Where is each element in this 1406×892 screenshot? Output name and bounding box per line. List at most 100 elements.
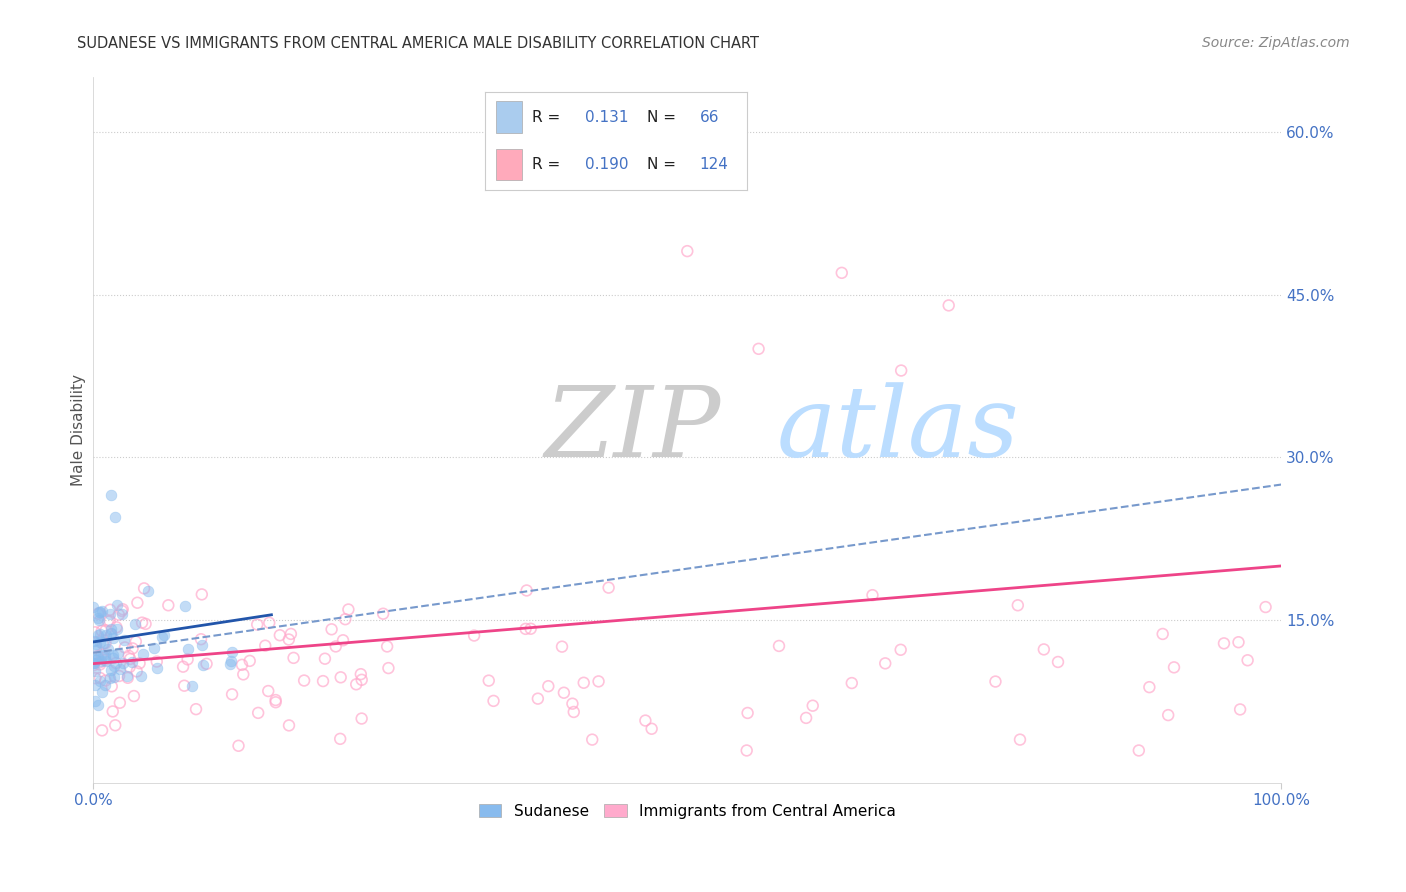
- Point: [100, 488, 122, 502]
- Point: [537, 679, 560, 693]
- Point: [83, 656, 105, 670]
- Point: [1227, 635, 1250, 649]
- Y-axis label: Male Disability: Male Disability: [72, 375, 86, 486]
- Point: [146, 661, 169, 675]
- Point: [100, 627, 122, 641]
- Point: [768, 639, 790, 653]
- Point: [127, 596, 149, 610]
- Point: [1229, 702, 1251, 716]
- Point: [551, 640, 574, 654]
- Point: [84, 671, 107, 685]
- Point: [90, 624, 112, 638]
- Point: [84, 678, 107, 692]
- Point: [104, 718, 127, 732]
- Point: [108, 696, 131, 710]
- Point: [335, 612, 357, 626]
- Legend: Sudanese, Immigrants from Central America: Sudanese, Immigrants from Central Americ…: [472, 797, 903, 825]
- Point: [280, 627, 302, 641]
- Point: [373, 607, 395, 621]
- Point: [89, 655, 111, 669]
- Point: [83, 658, 105, 673]
- Point: [553, 686, 575, 700]
- Point: [90, 654, 112, 668]
- Point: [94, 627, 117, 641]
- Point: [264, 695, 287, 709]
- Point: [221, 687, 243, 701]
- Point: [1152, 627, 1174, 641]
- Point: [1032, 642, 1054, 657]
- Point: [375, 640, 398, 654]
- Point: [111, 657, 134, 671]
- Point: [90, 648, 112, 662]
- Point: [100, 664, 122, 678]
- Point: [103, 510, 125, 524]
- Point: [581, 732, 603, 747]
- Point: [292, 673, 315, 688]
- Point: [277, 632, 299, 647]
- Point: [82, 599, 104, 614]
- Point: [129, 669, 152, 683]
- Point: [735, 743, 758, 757]
- Point: [1213, 636, 1236, 650]
- Point: [325, 640, 347, 654]
- Point: [120, 652, 142, 666]
- Point: [105, 599, 128, 613]
- Point: [132, 582, 155, 596]
- Point: [264, 693, 287, 707]
- Point: [100, 622, 122, 636]
- Point: [89, 635, 111, 649]
- Point: [101, 651, 124, 665]
- Point: [984, 674, 1007, 689]
- Point: [108, 669, 131, 683]
- Point: [94, 653, 117, 667]
- Point: [87, 614, 110, 628]
- Point: [124, 617, 146, 632]
- Point: [84, 643, 107, 657]
- Point: [246, 617, 269, 632]
- Point: [1236, 653, 1258, 667]
- Point: [82, 656, 104, 670]
- Point: [1046, 655, 1069, 669]
- Point: [177, 642, 200, 657]
- Point: [121, 655, 143, 669]
- Point: [89, 671, 111, 685]
- Point: [191, 638, 214, 652]
- Point: [89, 605, 111, 619]
- Point: [561, 697, 583, 711]
- Point: [598, 581, 620, 595]
- Point: [111, 607, 134, 621]
- Point: [482, 694, 505, 708]
- Text: SUDANESE VS IMMIGRANTS FROM CENTRAL AMERICA MALE DISABILITY CORRELATION CHART: SUDANESE VS IMMIGRANTS FROM CENTRAL AMER…: [77, 36, 759, 51]
- Point: [841, 676, 863, 690]
- Point: [572, 675, 595, 690]
- Point: [97, 641, 120, 656]
- Point: [84, 625, 107, 640]
- Point: [94, 654, 117, 668]
- Point: [676, 244, 699, 259]
- Point: [219, 657, 242, 672]
- Text: ZIP: ZIP: [544, 383, 721, 478]
- Point: [86, 637, 108, 651]
- Point: [125, 634, 148, 648]
- Point: [91, 648, 114, 663]
- Point: [862, 588, 884, 602]
- Point: [94, 650, 117, 665]
- Point: [195, 657, 218, 671]
- Point: [193, 658, 215, 673]
- Point: [1157, 708, 1180, 723]
- Point: [84, 664, 107, 678]
- Point: [107, 607, 129, 622]
- Point: [350, 673, 373, 687]
- Point: [100, 679, 122, 693]
- Point: [890, 642, 912, 657]
- Point: [350, 667, 373, 681]
- Point: [94, 636, 117, 650]
- Point: [100, 671, 122, 685]
- Point: [94, 678, 117, 692]
- Point: [87, 610, 110, 624]
- Point: [190, 632, 212, 647]
- Point: [640, 722, 662, 736]
- Point: [87, 607, 110, 621]
- Point: [157, 599, 180, 613]
- Point: [219, 654, 242, 668]
